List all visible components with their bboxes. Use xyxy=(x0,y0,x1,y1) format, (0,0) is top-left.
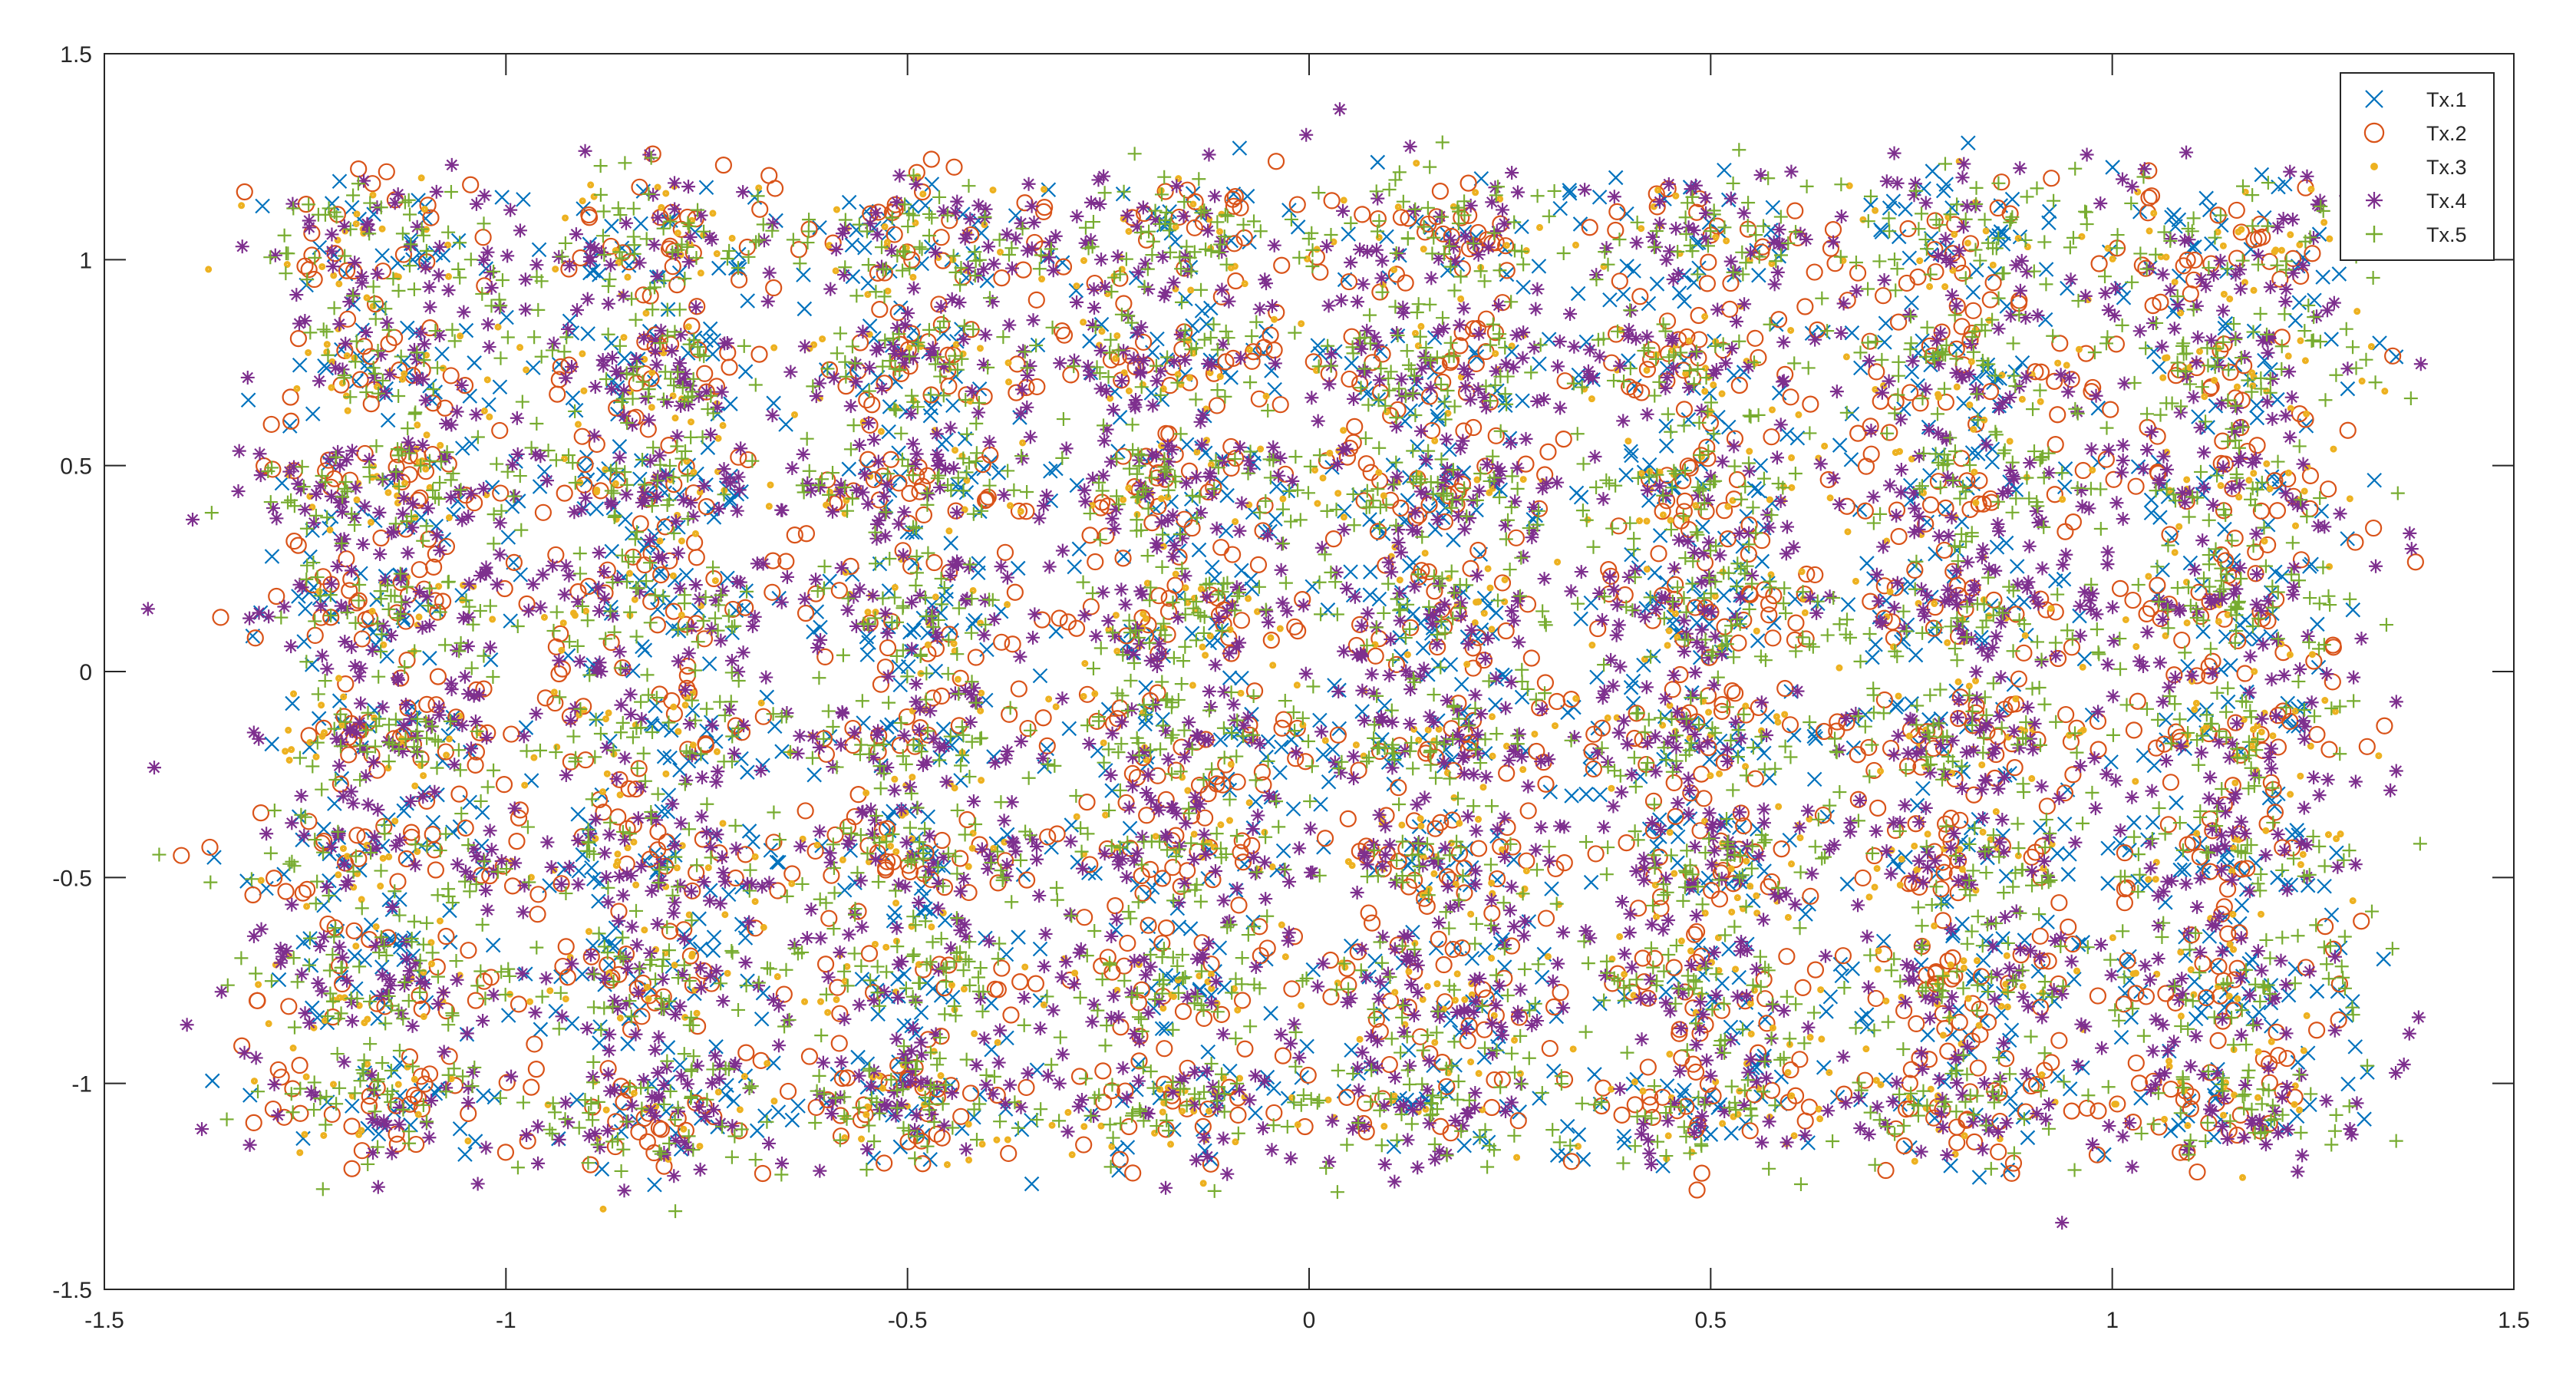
legend-marker-2 xyxy=(2363,122,2385,144)
y-tick-label: 0.5 xyxy=(60,454,92,480)
legend-item-tx2[interactable]: Tx.2 xyxy=(2363,122,2467,145)
series-5-markers xyxy=(152,135,2427,1219)
legend-item-tx3[interactable]: Tx.3 xyxy=(2370,156,2467,179)
legend-label: Tx.2 xyxy=(2426,122,2467,145)
axis-ticks: -1.5 -1 -0.5 0 0.5 1 1.5 -1.5 -1 -0.5 0 0.5 1 1.5 xyxy=(52,42,2530,1333)
plot-area xyxy=(104,53,2515,1290)
legend-marker-1 xyxy=(2365,90,2383,108)
legend-item-tx4[interactable]: Tx.4 xyxy=(2366,190,2467,213)
legend-box xyxy=(2340,72,2495,261)
legend-item-tx1[interactable]: Tx.1 xyxy=(2365,88,2467,111)
legend-marker-5 xyxy=(2366,226,2383,243)
x-tick-label: -1 xyxy=(496,1308,516,1333)
x-tick-label: 1 xyxy=(2106,1308,2119,1333)
legend-label: Tx.4 xyxy=(2426,190,2467,213)
y-tick-label: 1.5 xyxy=(60,42,92,68)
legend-label: Tx.1 xyxy=(2426,88,2467,111)
y-tick-label: 1 xyxy=(79,248,92,273)
x-tick-label: 0 xyxy=(1303,1308,1316,1333)
series-2-markers xyxy=(173,145,2455,1199)
x-tick-label: 1.5 xyxy=(2498,1308,2530,1333)
series-2-points xyxy=(173,145,2455,1199)
data-points xyxy=(140,102,2455,1230)
y-tick-label: -0.5 xyxy=(52,866,92,891)
legend-item-tx5[interactable]: Tx.5 xyxy=(2366,223,2467,246)
legend-marker-3 xyxy=(2370,163,2378,170)
legend-label: Tx.5 xyxy=(2426,223,2467,246)
legend-marker-4 xyxy=(2366,192,2383,209)
x-tick-label: -0.5 xyxy=(888,1308,928,1333)
x-tick-label: 0.5 xyxy=(1694,1308,1727,1333)
y-tick-label: -1 xyxy=(71,1072,92,1097)
series-5-points xyxy=(152,135,2427,1219)
y-tick-label: -1.5 xyxy=(52,1278,92,1303)
x-tick-label: -1.5 xyxy=(84,1308,124,1333)
legend-label: Tx.3 xyxy=(2426,156,2467,179)
y-tick-label: 0 xyxy=(79,660,92,685)
legend[interactable]: Tx.1 Tx.2 Tx.3 Tx.4 Tx.5 xyxy=(2340,72,2495,261)
